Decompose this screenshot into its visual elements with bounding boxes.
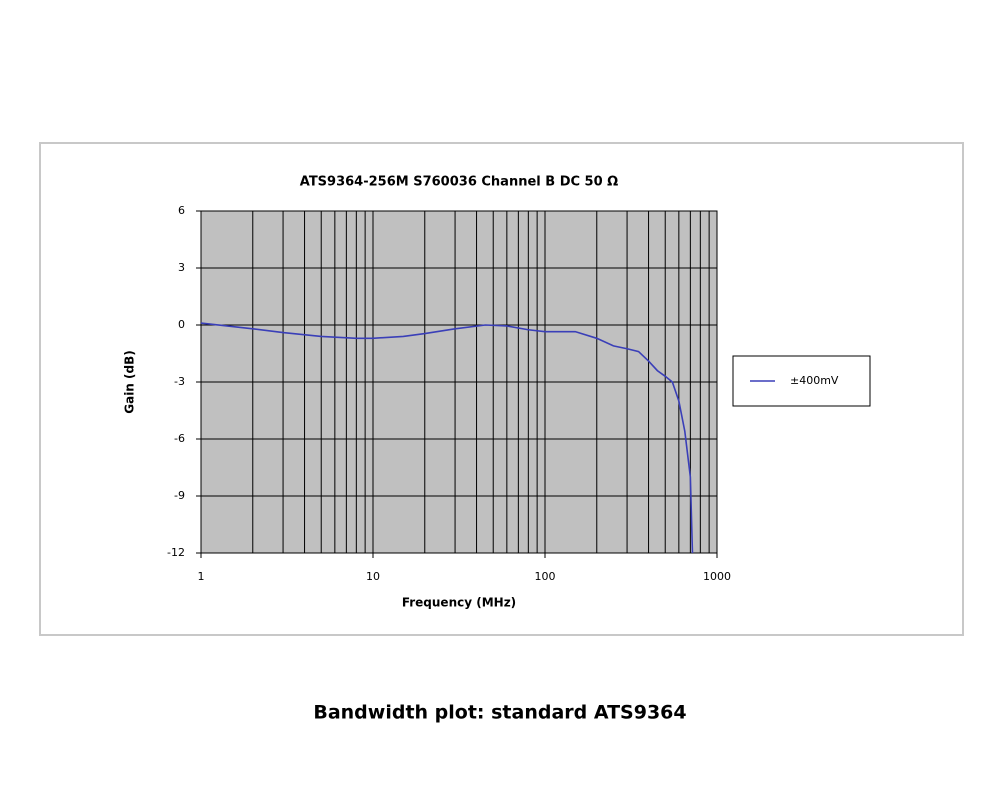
y-tick-label: -9 — [174, 489, 185, 502]
y-tick-label: -3 — [174, 375, 185, 388]
chart-title: ATS9364-256M S760036 Channel B DC 50 Ω — [300, 175, 618, 190]
caption: Bandwidth plot: standard ATS9364 — [313, 702, 686, 724]
y-tick-label: 6 — [178, 204, 185, 217]
data-line — [200, 322, 694, 554]
legend-label: ±400mV — [790, 374, 839, 387]
y-axis-label: Gain (dB) — [123, 350, 137, 414]
x-tick-label: 1000 — [703, 570, 731, 583]
y-tick-label: 0 — [178, 318, 185, 331]
x-tick-label: 1 — [198, 570, 205, 583]
x-tick-label: 10 — [366, 570, 380, 583]
y-tick-label: -6 — [174, 432, 185, 445]
x-axis-label: Frequency (MHz) — [402, 596, 516, 610]
y-tick-label: 3 — [178, 261, 185, 274]
y-tick-label: -12 — [167, 546, 185, 559]
x-tick-label: 100 — [535, 570, 556, 583]
